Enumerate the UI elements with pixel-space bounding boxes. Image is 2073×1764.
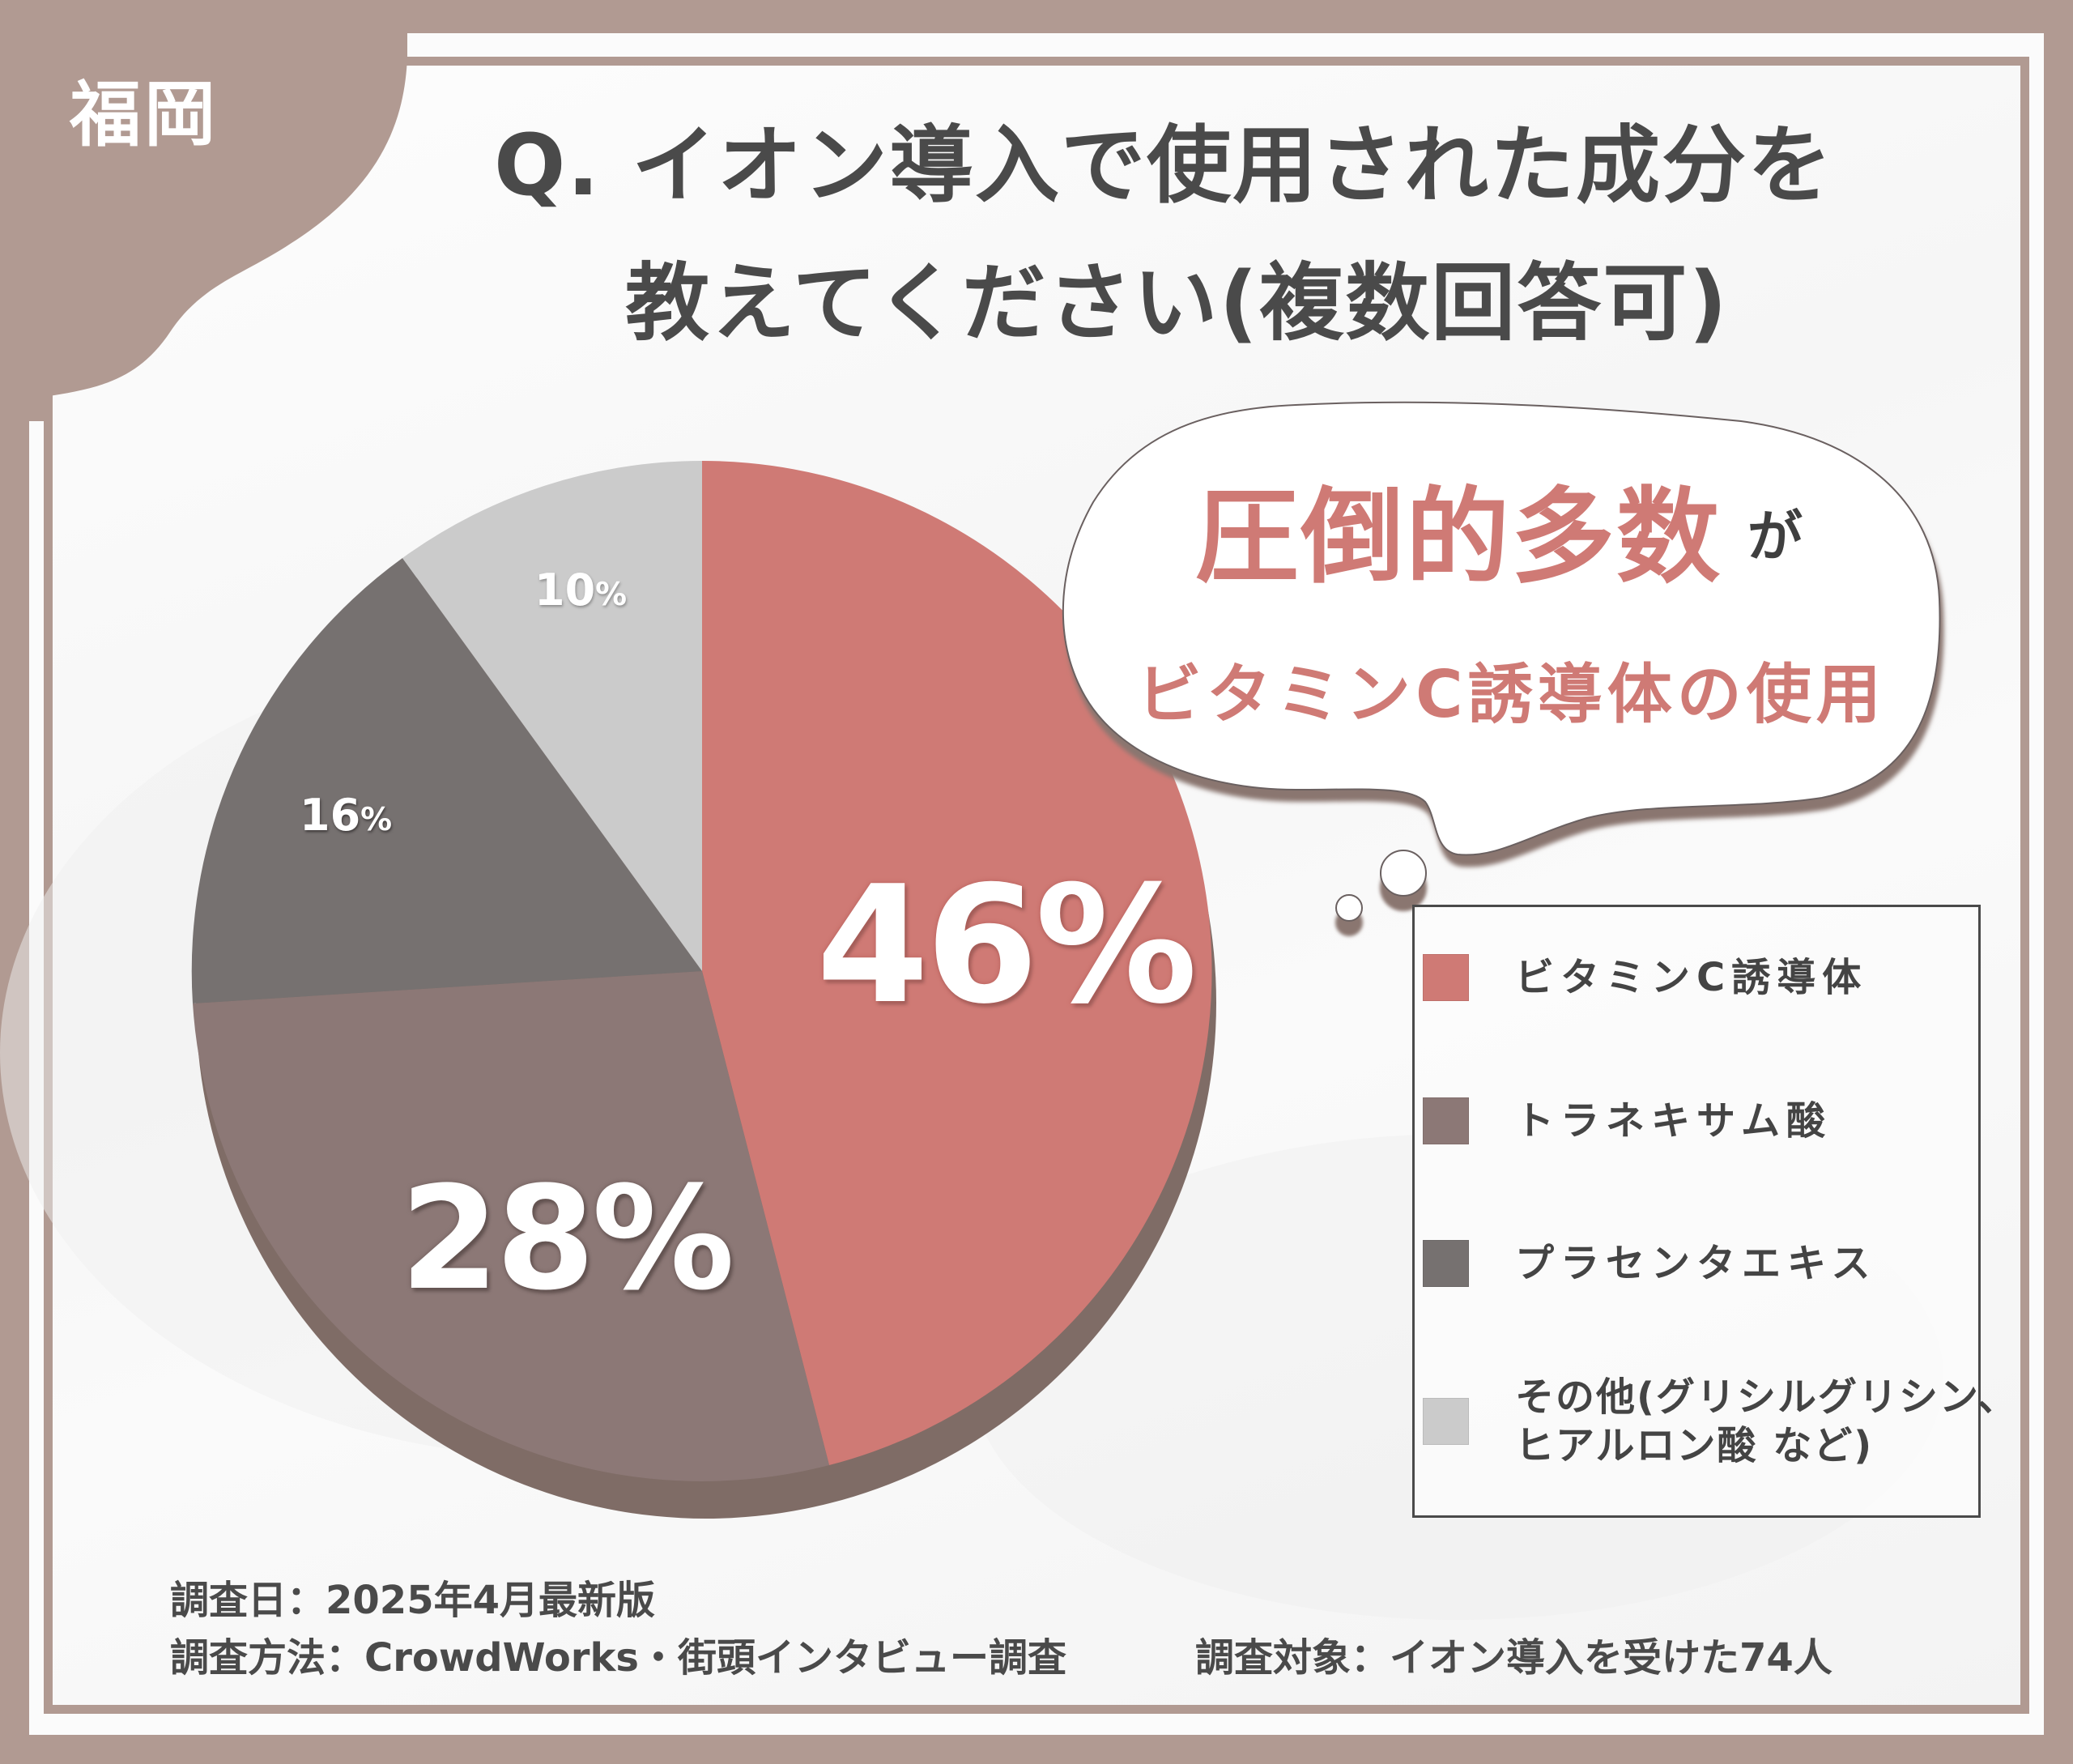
- region-label: 福岡: [70, 73, 219, 156]
- legend-label: その他(グリシルグリシン、 ヒアルロン酸 など): [1515, 1374, 2019, 1468]
- legend-swatch-tranexamic: [1423, 1097, 1469, 1144]
- legend-item-placenta: プラセンタエキス: [1423, 1239, 1877, 1288]
- thought-dot-small: [1335, 894, 1363, 922]
- callout-subtext: ビタミンC誘導体の使用: [1137, 657, 1886, 732]
- legend-label: ビタミンC誘導体: [1515, 955, 1868, 1000]
- slice-label-vitamin-c: 46%: [816, 851, 1198, 1040]
- question-title-line2: 教えてください(複数回答可): [625, 254, 1729, 352]
- legend-label: プラセンタエキス: [1515, 1241, 1877, 1286]
- legend-item-other: その他(グリシルグリシン、 ヒアルロン酸 など): [1423, 1373, 2018, 1470]
- question-title-line1: Q. イオン導入で使用された成分を: [494, 116, 1834, 215]
- legend-item-vitamin-c: ビタミンC誘導体: [1423, 953, 1867, 1002]
- footer-survey-date: 調査日：2025年4月最新版: [170, 1578, 655, 1623]
- callout-emphasis: 圧倒的多数: [1195, 477, 1722, 598]
- footer-survey-target: 調査対象：イオン導入を受けた74人: [1195, 1635, 1832, 1681]
- chart-legend: ビタミンC誘導体 トラネキサム酸 プラセンタエキス その他(グリシルグリシン、 …: [1412, 905, 2016, 1518]
- corner-blob-decoration: [0, 0, 453, 421]
- slice-other: [402, 461, 702, 971]
- slice-placenta: [191, 558, 702, 1003]
- legend-item-tranexamic: トラネキサム酸: [1423, 1097, 1832, 1145]
- callout-particle: が: [1747, 505, 1803, 569]
- footer-survey-method: 調査方法：CrowdWorks・街頭インタビュー調査: [170, 1635, 1066, 1681]
- legend-swatch-placenta: [1423, 1240, 1469, 1287]
- legend-label: トラネキサム酸: [1515, 1098, 1832, 1144]
- slice-label-tranexamic: 28%: [400, 1156, 734, 1322]
- slice-tranexamic: [193, 971, 829, 1481]
- legend-swatch-vitamin-c: [1423, 954, 1469, 1001]
- thought-dot-large: [1380, 850, 1427, 897]
- legend-swatch-other: [1423, 1398, 1469, 1445]
- slice-label-placenta: 16%: [300, 790, 393, 841]
- slice-label-other: 10%: [534, 565, 628, 616]
- callout-bubble: [1062, 401, 1941, 856]
- slice-vitamin-c: [702, 461, 1212, 1465]
